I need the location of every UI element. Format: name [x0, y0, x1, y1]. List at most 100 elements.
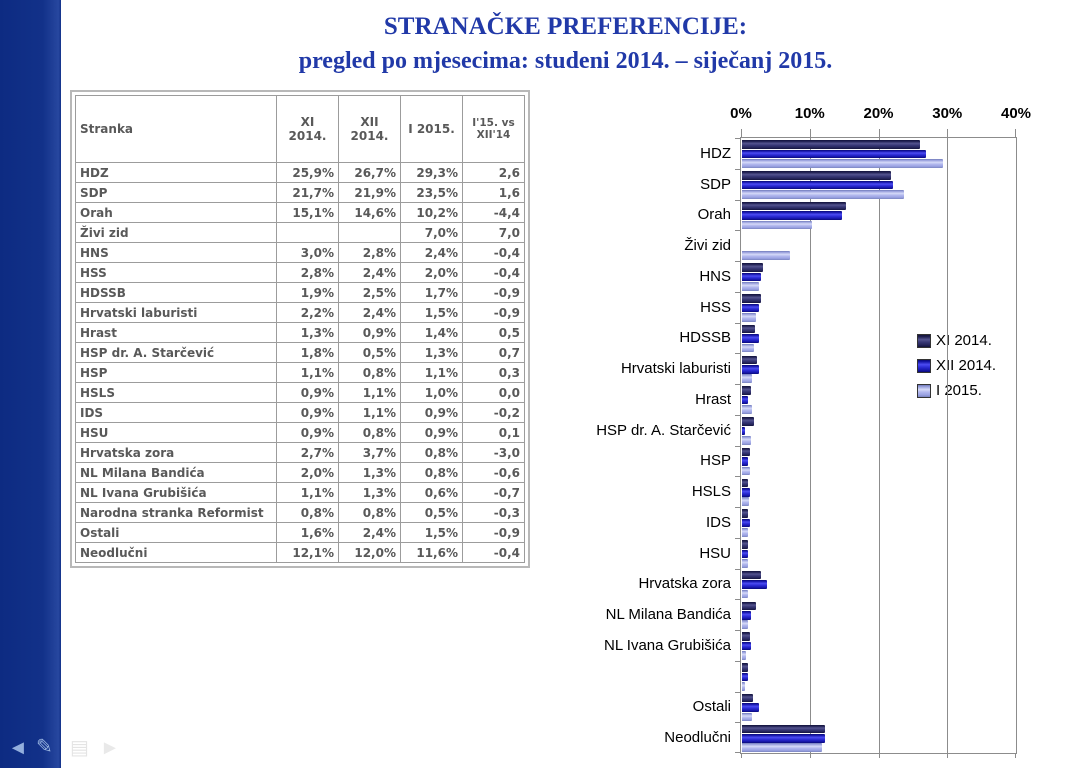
bar: [742, 712, 753, 722]
bar: [742, 672, 748, 682]
y-axis-tick: [735, 138, 741, 139]
bar: [742, 540, 749, 549]
value-cell: 0,0: [462, 382, 525, 403]
value-cell: 1,1%: [276, 482, 339, 503]
category-label: Hrast: [695, 390, 731, 408]
bar: [742, 611, 751, 620]
x-axis-tick: [809, 129, 811, 138]
value-cell: 0,9%: [400, 402, 463, 423]
bar: [742, 509, 749, 518]
value-cell: 0,5%: [338, 342, 401, 363]
party-name-cell: HNS: [75, 242, 277, 263]
bar: [742, 355, 758, 365]
y-axis-tick: [735, 630, 741, 631]
bar: [742, 589, 748, 599]
category-label: IDS: [705, 513, 731, 531]
table-body: HDZ 25,9% 26,7% 29,3% 2,6 SDP 21,7% 21,9% 23,5% 1…: [75, 162, 525, 563]
value-cell: -0,4: [462, 262, 525, 283]
value-cell: 0,8%: [338, 502, 401, 523]
forward-arrow-icon[interactable]: ►: [100, 737, 120, 759]
value-cell: 2,4%: [400, 242, 463, 263]
table-header-cell: XI 2014.: [276, 95, 339, 163]
party-name-cell: Hrvatski laburisti: [75, 302, 277, 323]
value-cell: 7,0%: [400, 222, 463, 243]
pencil-icon[interactable]: ✎: [36, 736, 53, 758]
category-label: Neodlučni: [664, 729, 731, 747]
party-name-cell: Orah: [75, 202, 277, 223]
menu-icon[interactable]: ▤: [70, 737, 89, 759]
legend-label: XI 2014.: [936, 332, 992, 349]
bar: [742, 201, 846, 211]
table-header-cell: I'15. vs XII'14: [462, 95, 525, 163]
value-cell: 23,5%: [400, 182, 463, 203]
y-axis-tick: [735, 353, 741, 355]
back-arrow-icon[interactable]: ◄: [8, 737, 28, 759]
value-cell: 2,0%: [276, 462, 339, 483]
value-cell: -0,9: [462, 282, 525, 303]
category-label: HSP dr. A. Starčević: [596, 421, 731, 439]
category-label: HNS: [699, 267, 731, 285]
category-label: HSU: [699, 544, 731, 562]
bar: [742, 734, 825, 743]
value-cell: 2,8%: [276, 262, 339, 283]
bar: [742, 663, 748, 672]
bar: [742, 374, 753, 384]
value-cell: [338, 222, 401, 243]
x-tick-label: 20%: [863, 105, 894, 122]
gridline: [947, 138, 949, 753]
value-cell: 0,7: [462, 342, 525, 363]
bar: [742, 324, 756, 334]
table-row: Hrast 1,3% 0,9% 1,4% 0,5: [75, 322, 525, 343]
table-header-cell: Stranka: [75, 95, 277, 163]
bar: [742, 651, 747, 660]
x-tick-label: 30%: [932, 105, 963, 122]
table-row: NL Ivana Grubišića 1,1% 1,3% 0,6% -0,7: [75, 482, 525, 503]
y-axis-tick: [735, 507, 741, 508]
party-name-cell: NL Milana Bandića: [75, 462, 277, 483]
value-cell: 1,3%: [338, 462, 401, 483]
party-name-cell: SDP: [75, 182, 277, 203]
bar: [742, 343, 754, 353]
category-axis: HDZ SDP Orah Živi zid HNS HSS HDSSB Hrvatski la…: [547, 138, 731, 753]
x-axis-tick: [809, 753, 811, 758]
value-cell: 10,2%: [400, 202, 463, 223]
legend-entry: XI 2014.: [917, 328, 996, 353]
value-cell: -0,9: [462, 302, 525, 323]
category-label: HDZ: [700, 144, 731, 162]
x-axis-tick: [1015, 129, 1016, 138]
value-cell: 0,3: [462, 362, 525, 383]
page-subtitle: pregled po mjesecima: studeni 2014. – si…: [298, 48, 833, 74]
gridline: [878, 138, 880, 753]
bar: [742, 632, 750, 641]
party-name-cell: Hrvatska zora: [75, 442, 277, 463]
category-label: NL Milana Bandića: [605, 606, 731, 624]
party-name-cell: Živi zid: [75, 222, 277, 243]
bar: [742, 426, 746, 436]
y-axis-tick: [735, 691, 741, 693]
value-cell: 1,5%: [400, 302, 463, 323]
value-cell: 0,5: [462, 322, 525, 343]
bar: [742, 211, 843, 220]
y-axis-tick: [735, 322, 741, 324]
category-label: HSLS: [691, 483, 731, 501]
value-cell: 15,1%: [276, 202, 339, 223]
bar: [742, 478, 749, 488]
x-axis-tick: [947, 753, 949, 758]
table-header-cell: I 2015.: [400, 95, 463, 163]
value-cell: 2,4%: [338, 522, 401, 543]
value-cell: 2,4%: [338, 302, 401, 323]
x-axis-tick: [741, 753, 742, 758]
x-axis-tick: [741, 129, 742, 138]
value-cell: 1,3%: [276, 322, 339, 343]
table-row: HSP dr. A. Starčević 1,8% 0,5% 1,3% 0,7: [75, 342, 525, 363]
category-label: HSP: [700, 452, 731, 470]
table-row: SDP 21,7% 21,9% 23,5% 1,6: [75, 182, 525, 203]
party-name-cell: Ostali: [75, 522, 277, 543]
value-cell: 0,9%: [338, 322, 401, 343]
value-cell: 0,8%: [338, 422, 401, 443]
bar: [742, 703, 759, 712]
value-cell: -0,7: [462, 482, 525, 503]
value-cell: 21,7%: [276, 182, 339, 203]
bar: [742, 180, 893, 190]
category-label: Orah: [697, 206, 731, 224]
